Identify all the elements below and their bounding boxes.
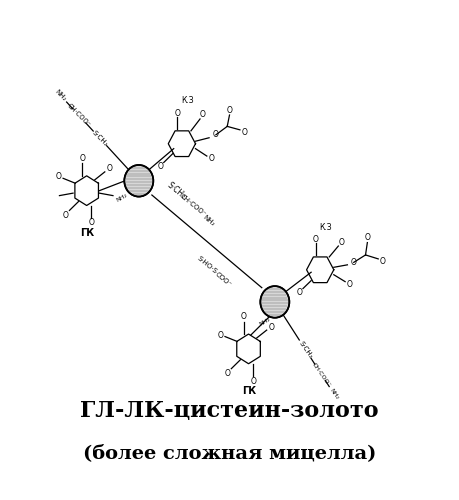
Text: S·CH₂: S·CH₂ xyxy=(90,129,109,147)
Text: NH₂: NH₂ xyxy=(258,316,271,327)
Text: (более сложная мицелла): (более сложная мицелла) xyxy=(83,444,376,462)
Text: O: O xyxy=(313,234,319,244)
Text: O: O xyxy=(63,211,69,220)
Text: CH·COO⁻: CH·COO⁻ xyxy=(311,361,332,388)
Text: O: O xyxy=(250,376,256,386)
Text: O: O xyxy=(364,233,370,242)
Text: O: O xyxy=(200,110,206,118)
Circle shape xyxy=(124,165,153,196)
Text: NH₂: NH₂ xyxy=(116,193,129,203)
Text: O: O xyxy=(106,164,112,173)
Text: O: O xyxy=(88,218,94,228)
Text: O: O xyxy=(157,162,163,171)
Text: O: O xyxy=(241,128,247,138)
Text: CH·COO⁻: CH·COO⁻ xyxy=(179,194,207,218)
Text: O: O xyxy=(208,154,214,163)
Text: К.З: К.З xyxy=(319,223,332,232)
Text: К.З: К.З xyxy=(181,96,194,104)
Text: O: O xyxy=(268,322,274,332)
Text: O: O xyxy=(241,312,247,321)
Text: ГК: ГК xyxy=(80,228,95,237)
Text: O: O xyxy=(380,258,386,266)
Text: NH₂: NH₂ xyxy=(54,89,67,102)
Text: ГЛ-ЛК-цистеин-золото: ГЛ-ЛК-цистеин-золото xyxy=(80,400,379,421)
Text: O: O xyxy=(218,330,224,340)
Text: O: O xyxy=(351,258,357,267)
Text: NH₂: NH₂ xyxy=(202,214,216,227)
Text: S·CH₂: S·CH₂ xyxy=(165,181,187,202)
Text: COO⁻: COO⁻ xyxy=(214,271,233,288)
Text: O: O xyxy=(79,154,85,163)
Text: O: O xyxy=(174,108,180,118)
Text: O: O xyxy=(213,130,219,140)
Circle shape xyxy=(260,286,289,318)
Text: S·HO·S: S·HO·S xyxy=(196,255,218,274)
Text: O: O xyxy=(56,172,62,182)
Text: NH₂: NH₂ xyxy=(328,388,339,400)
Text: O: O xyxy=(227,106,232,114)
Text: O: O xyxy=(297,288,302,297)
Text: S·CH₂: S·CH₂ xyxy=(298,340,314,360)
Text: O: O xyxy=(225,369,230,378)
Text: O: O xyxy=(347,280,353,289)
Text: ГК: ГК xyxy=(242,386,257,396)
Text: O: O xyxy=(339,238,345,246)
Text: CH·COO⁻: CH·COO⁻ xyxy=(66,102,92,128)
